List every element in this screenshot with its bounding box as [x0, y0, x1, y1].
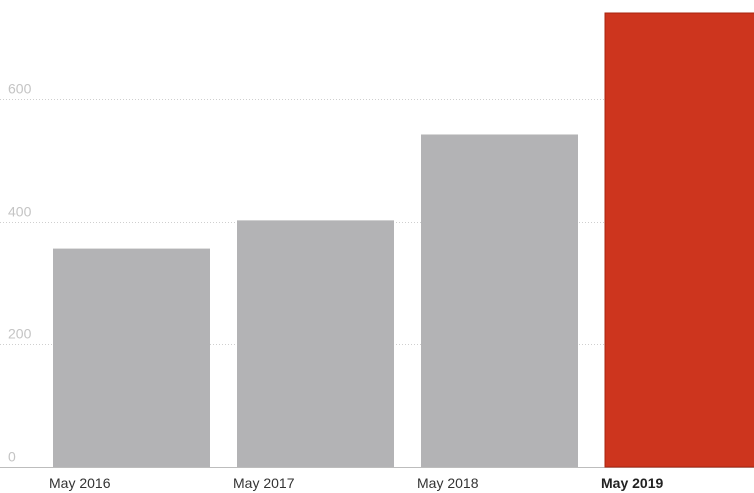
- x-category-label: May 2018: [417, 475, 479, 491]
- bars: [53, 12, 754, 468]
- y-axis-tick-labels: 0 200 400 600: [8, 81, 32, 465]
- y-tick-label: 400: [8, 204, 32, 220]
- x-category-label: May 2019: [601, 475, 663, 491]
- bar: [237, 220, 394, 467]
- bar: [53, 248, 210, 467]
- bar: [421, 134, 578, 467]
- y-tick-label: 0: [8, 449, 16, 465]
- y-tick-label: 600: [8, 81, 32, 97]
- x-category-label: May 2017: [233, 475, 295, 491]
- x-axis-category-labels: May 2016 May 2017 May 2018 May 2019: [49, 475, 663, 491]
- bar: [604, 12, 754, 468]
- x-category-label: May 2016: [49, 475, 111, 491]
- y-tick-label: 200: [8, 326, 32, 342]
